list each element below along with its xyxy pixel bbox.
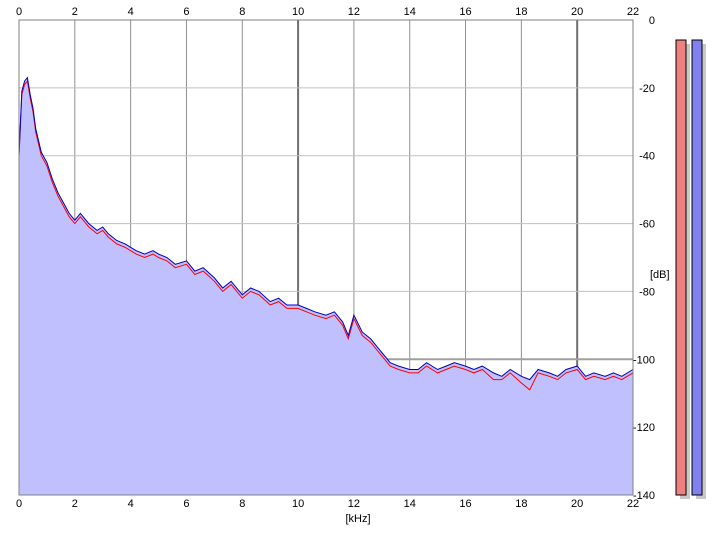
x-tick-label-bottom: 0 — [16, 498, 22, 510]
x-tick-label-top: 12 — [348, 6, 360, 18]
x-tick-label-bottom: 4 — [128, 498, 134, 510]
level-meter-left — [675, 39, 687, 496]
x-tick-label-bottom: 18 — [515, 498, 527, 510]
x-tick-label-top: 2 — [72, 6, 78, 18]
level-meters — [675, 39, 706, 499]
y-tick-labels: 0 -20 -40 -60 -80 -100 -120 -140 — [633, 15, 655, 502]
y-tick-label: -40 — [639, 151, 655, 163]
x-tick-label-bottom: 16 — [459, 498, 471, 510]
x-tick-label-top: 10 — [292, 6, 304, 18]
x-tick-labels-bottom: 0 2 4 6 8 10 12 14 16 18 20 22 — [16, 498, 639, 510]
y-tick-label: 0 — [649, 15, 655, 27]
x-tick-label-bottom: 8 — [239, 498, 245, 510]
y-tick-label: -20 — [639, 83, 655, 95]
level-meter-right — [691, 39, 703, 496]
x-tick-label-bottom: 12 — [348, 498, 360, 510]
y-tick-label: -100 — [633, 354, 655, 366]
x-tick-label-top: 22 — [627, 6, 639, 18]
x-tick-label-top: 8 — [239, 6, 245, 18]
x-tick-label-top: 6 — [183, 6, 189, 18]
x-tick-label-bottom: 20 — [571, 498, 583, 510]
y-unit-label: [dB] — [650, 269, 670, 281]
x-tick-label-bottom: 2 — [72, 498, 78, 510]
x-tick-label-top: 18 — [515, 6, 527, 18]
x-unit-label: [kHz] — [345, 513, 370, 525]
y-tick-label: -80 — [639, 286, 655, 298]
x-tick-label-bottom: 22 — [627, 498, 639, 510]
y-tick-label: -120 — [633, 422, 655, 434]
y-tick-label: -60 — [639, 219, 655, 231]
x-tick-label-bottom: 10 — [292, 498, 304, 510]
x-tick-label-top: 16 — [459, 6, 471, 18]
x-tick-label-top: 0 — [16, 6, 22, 18]
x-tick-label-top: 4 — [128, 6, 134, 18]
plot-frame — [18, 19, 634, 496]
x-tick-labels-top: 0 2 4 6 8 10 12 14 16 18 20 22 — [16, 6, 639, 18]
series-line-right — [18, 76, 634, 381]
y-tick-label: -140 — [633, 490, 655, 502]
series-line-left — [18, 79, 634, 391]
x-tick-label-bottom: 6 — [183, 498, 189, 510]
spectrum-fill-area — [19, 77, 633, 495]
x-tick-label-top: 14 — [404, 6, 416, 18]
x-tick-label-bottom: 14 — [404, 498, 416, 510]
x-tick-label-top: 20 — [571, 6, 583, 18]
